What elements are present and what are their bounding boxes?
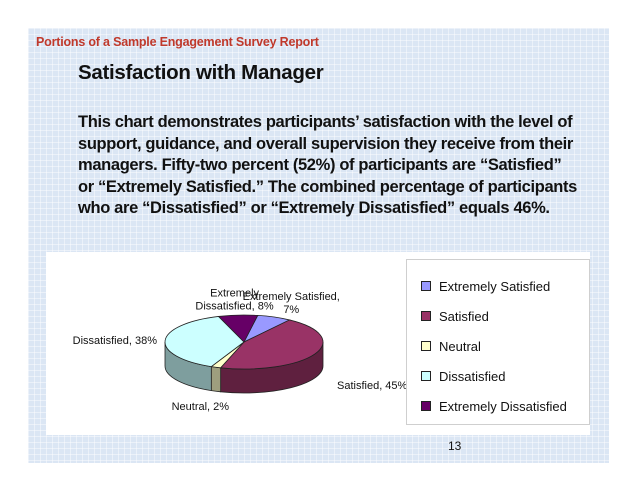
data-label-neutral: Neutral, 2% — [172, 401, 230, 413]
data-label-dissatisfied: Dissatisfied, 38% — [73, 335, 158, 347]
slide: Portions of a Sample Engagement Survey R… — [28, 28, 609, 463]
legend-item-satisfied: Satisfied — [421, 307, 489, 325]
data-label-satisfied: Satisfied, 45% — [337, 380, 406, 392]
legend-item-extremely-dissatisfied: Extremely Dissatisfied — [421, 397, 567, 415]
legend-label: Satisfied — [439, 308, 489, 324]
pie-chart-canvas: Extremely Satisfied, 7% Satisfied, 45% Neut… — [73, 288, 406, 414]
legend-label: Neutral — [439, 338, 481, 354]
pie-slice-dissatisfied — [164, 316, 245, 368]
legend-swatch — [421, 401, 431, 411]
legend-label: Extremely Satisfied — [439, 278, 551, 294]
legend-label: Dissatisfied — [439, 368, 506, 384]
slide-header: Portions of a Sample Engagement Survey R… — [36, 35, 319, 49]
legend-swatch — [421, 281, 431, 291]
chart-legend: Extremely Satisfied Satisfied Neutral Dissa… — [406, 259, 590, 425]
legend-item-neutral: Neutral — [421, 337, 481, 355]
slide-title: Satisfaction with Manager — [78, 61, 324, 84]
legend-item-dissatisfied: Dissatisfied — [421, 367, 505, 385]
slide-body-text: This chart demonstrates participants’ sa… — [78, 113, 577, 218]
pie-slice-satisfied — [219, 319, 324, 370]
legend-swatch — [421, 341, 431, 351]
legend-swatch — [421, 371, 431, 381]
data-label-extremely-satisfied: Extremely Satisfied, 7% — [243, 291, 340, 316]
pie-side-neutral — [210, 366, 222, 393]
data-label-extremely-dissatisfied: Extremely Dissatisfied, 8% — [195, 288, 273, 313]
pie-chart: Extremely Satisfied, 7% Satisfied, 45% Neut… — [46, 252, 590, 435]
legend-item-extremely-satisfied: Extremely Satisfied — [421, 277, 550, 295]
legend-label: Extremely Dissatisfied — [439, 398, 567, 414]
legend-swatch — [421, 311, 431, 321]
pie-slice-extremely-dissatisfied — [217, 314, 259, 343]
page-number: 13 — [448, 439, 462, 453]
